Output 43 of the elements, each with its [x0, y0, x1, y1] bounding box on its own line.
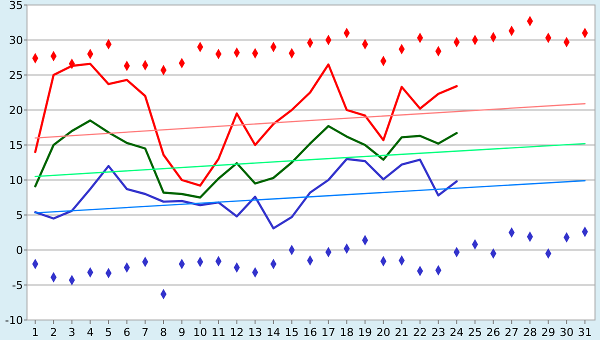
- x-tick-label: 24: [450, 326, 464, 339]
- x-tick-label: 31: [578, 326, 592, 339]
- x-tick-label: 18: [340, 326, 354, 339]
- x-tick-label: 8: [160, 326, 168, 339]
- y-tick-label: 10: [9, 174, 23, 187]
- x-tick-label: 28: [522, 326, 537, 339]
- x-tick-label: 25: [468, 326, 482, 339]
- x-tick-label: 30: [560, 326, 574, 339]
- line-series: [34, 158, 458, 230]
- y-tick-label: 5: [16, 208, 23, 222]
- x-tick-label: 29: [541, 326, 556, 339]
- y-tick-label: 35: [9, 0, 23, 12]
- x-tick-label: 7: [142, 326, 149, 339]
- y-tick-label: -5: [12, 278, 23, 292]
- x-tick-label: 13: [248, 326, 262, 339]
- x-tick-label: 22: [413, 326, 428, 339]
- x-tick-label: 17: [321, 326, 336, 339]
- x-tick-label: 3: [68, 326, 76, 339]
- y-tick-label: 25: [9, 68, 23, 82]
- x-tick-label: 20: [376, 326, 390, 339]
- y-tick-label: 0: [16, 244, 23, 257]
- x-tick-label: 19: [358, 326, 372, 339]
- x-tick-label: 16: [303, 326, 318, 339]
- x-tick-label: 9: [178, 326, 186, 339]
- y-tick-label: 20: [9, 104, 23, 117]
- x-tick-label: 21: [394, 326, 409, 339]
- x-tick-label: 12: [230, 326, 244, 339]
- x-tick-label: 1: [32, 326, 39, 339]
- x-tick-label: 23: [431, 326, 446, 339]
- x-tick-label: 5: [105, 326, 112, 339]
- x-tick-label: 2: [50, 326, 58, 339]
- x-tick-label: 10: [193, 326, 208, 339]
- x-tick-label: 15: [284, 326, 299, 339]
- y-tick-label: -10: [5, 314, 23, 327]
- x-tick-label: 11: [211, 326, 226, 339]
- y-tick-label: 30: [9, 34, 23, 47]
- x-tick-label: 4: [86, 326, 94, 339]
- line-series: [34, 119, 458, 199]
- x-tick-label: 26: [486, 326, 500, 339]
- x-tick-label: 27: [504, 326, 519, 339]
- y-tick-label: 15: [9, 138, 23, 152]
- x-tick-label: 6: [123, 326, 130, 339]
- x-tick-label: 14: [266, 326, 280, 339]
